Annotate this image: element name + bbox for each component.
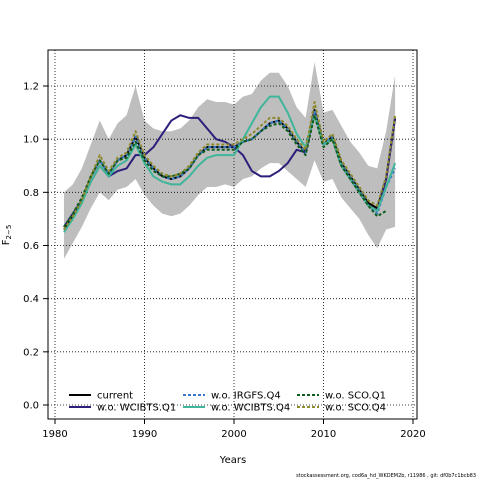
series-line-5 (63, 114, 387, 228)
legend-label-3: w.o. IRGFS.Q4 (211, 391, 281, 402)
y-tick-label: 0.8 (23, 188, 39, 199)
legend-label-5: w.o. SCO.Q1 (325, 391, 386, 402)
y-tick-label: 1.0 (23, 135, 39, 146)
x-tick-label: 2020 (400, 429, 425, 440)
confidence-band-layer (63, 62, 396, 259)
axis-layer: 1980 1990 2000 2010 2020 0.0 0.2 0.4 0.6 0.8 1.0 1.… (23, 82, 426, 441)
legend-label-6: w.o. SCO.Q4 (325, 403, 386, 414)
y-tick-label: 0.4 (23, 294, 39, 305)
x-tick-label: 2000 (221, 429, 246, 440)
y-axis-title-main: F (1, 239, 12, 245)
legend-label-2: w.o. WCIBTS.Q1 (97, 403, 176, 414)
y-tick-label: 0.2 (23, 347, 39, 358)
confidence-band (63, 62, 396, 259)
series-layer (63, 95, 397, 233)
y-tick-label: 1.2 (23, 82, 39, 93)
legend-label-1: current (97, 391, 133, 402)
y-axis-title-subscript: 2−5 (5, 225, 13, 240)
x-tick-label: 1980 (42, 429, 67, 440)
y-axis-title: F2−5 (1, 225, 13, 246)
plot-frame (47, 49, 418, 420)
svg-text:F2−5: F2−5 (1, 225, 13, 246)
x-tick-label: 2010 (311, 429, 336, 440)
y-tick-label: 0.6 (23, 241, 39, 252)
y-tick-label: 0.0 (23, 401, 39, 412)
x-tick-label: 1990 (132, 429, 157, 440)
legend-label-4: w.o. WCIBTS.Q4 (211, 403, 290, 414)
footer-credit: stockassessment.org, cod6a_hd_WKDEM2b, r… (296, 473, 476, 479)
x-axis-title: Years (219, 455, 246, 466)
